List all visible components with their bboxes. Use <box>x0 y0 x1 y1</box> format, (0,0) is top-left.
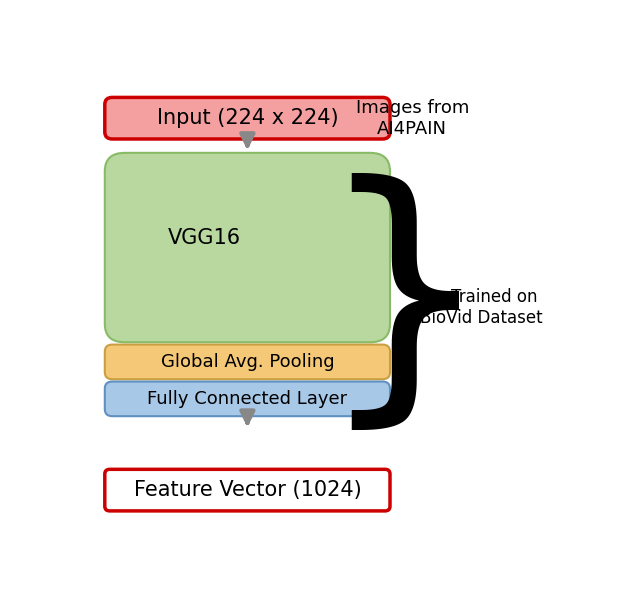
FancyBboxPatch shape <box>105 382 390 416</box>
FancyBboxPatch shape <box>105 344 390 379</box>
Text: }: } <box>317 173 493 443</box>
Text: Images from
AI4PAIN: Images from AI4PAIN <box>356 99 469 137</box>
Text: VGG16: VGG16 <box>168 229 241 248</box>
FancyBboxPatch shape <box>105 153 390 342</box>
Text: Fully Connected Layer: Fully Connected Layer <box>147 390 348 408</box>
FancyBboxPatch shape <box>105 97 390 139</box>
Text: Pre-Trained on
BioVid Dataset: Pre-Trained on BioVid Dataset <box>420 288 542 327</box>
Text: Global Avg. Pooling: Global Avg. Pooling <box>161 353 334 371</box>
Text: Feature Vector (1024): Feature Vector (1024) <box>134 480 361 500</box>
FancyBboxPatch shape <box>105 469 390 511</box>
Text: Input (224 x 224): Input (224 x 224) <box>157 108 338 128</box>
